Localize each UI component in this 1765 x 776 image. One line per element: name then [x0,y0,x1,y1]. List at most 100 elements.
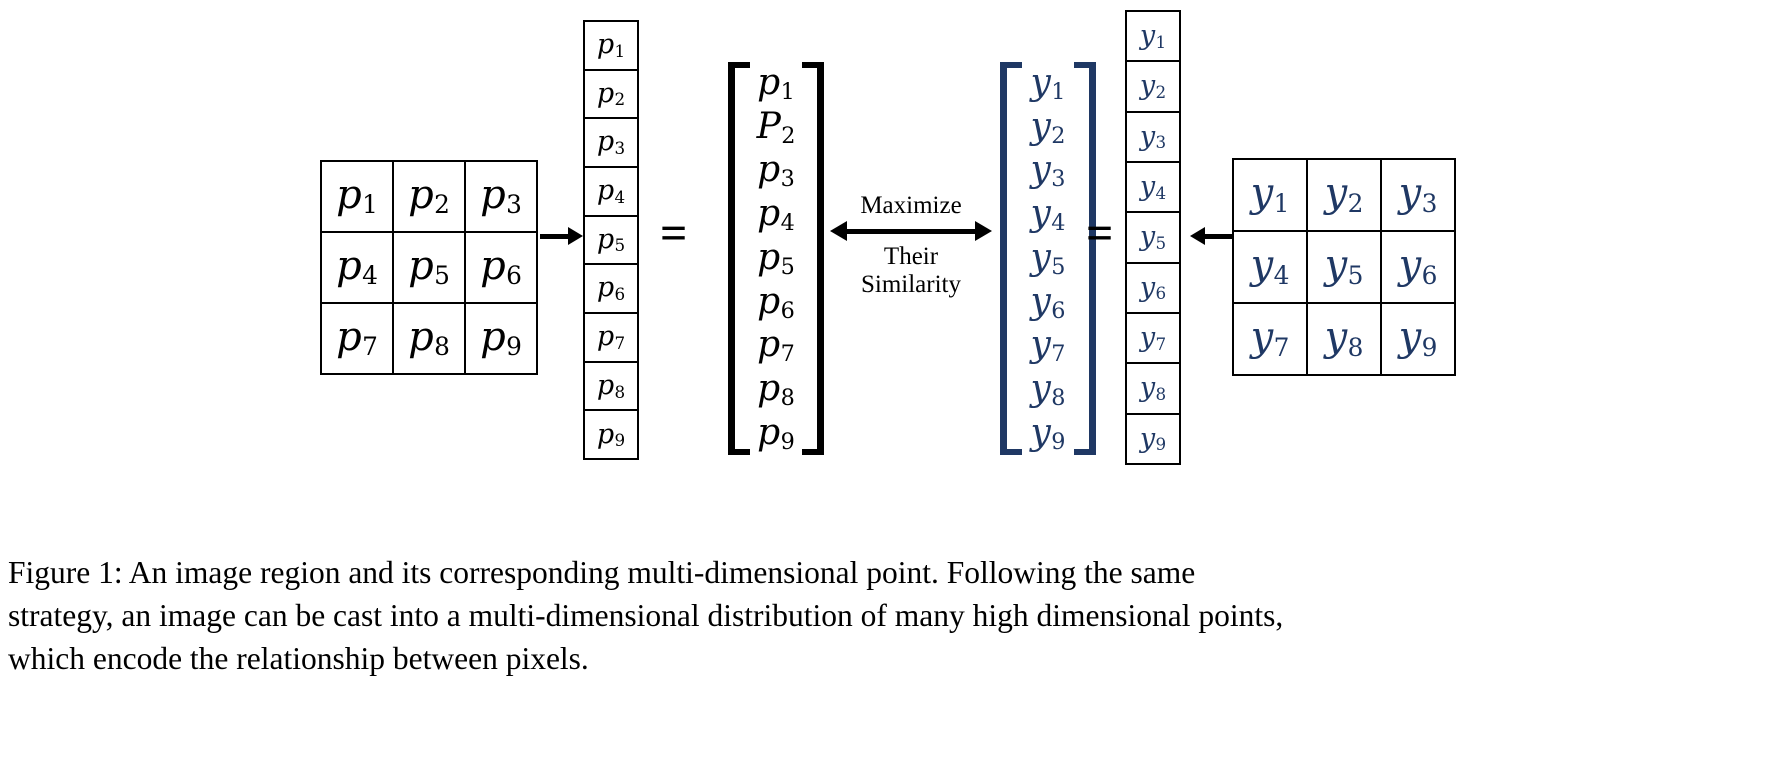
pixel-vector-entry: P2 [757,108,796,147]
output-grid-cell: y8 [1308,304,1380,374]
output-vector-entry: y5 [1031,239,1066,278]
caption-line-2: strategy, an image can be cast into a mu… [8,597,1284,633]
pixel-grid-label: p2 [408,171,450,220]
output-vector-entries: y1 y2 y3 y4 y5 y6 y7 y8 y9 [1022,62,1074,455]
pixel-grid-cell: p9 [466,304,536,373]
output-grid-cell: y9 [1382,304,1454,374]
caption-line-1: Figure 1: An image region and its corres… [8,555,1196,590]
right-bracket-icon [1074,62,1096,455]
pixel-vector-entry: p9 [757,414,795,453]
output-grid-label: y6 [1398,242,1438,290]
pixel-grid-label: p9 [480,313,522,362]
pixel-vector-entry: p7 [757,326,795,366]
output-vector-entry-label: y8 [1030,368,1066,411]
pixel-strip-cell: p6 [585,265,637,313]
output-vector-entry-label: y4 [1030,193,1066,237]
output-strip-label: y4 [1139,170,1167,203]
output-column-vector: y1 y2 y3 y4 y5 y6 y7 y8 y9 [1000,62,1096,455]
output-vector-entry: y6 [1031,283,1066,322]
output-vector-entry: y7 [1031,326,1066,366]
output-strip-cell: y8 [1127,364,1179,413]
arrow-head [1190,227,1205,245]
arrow-head [568,227,583,245]
output-grid-label: y1 [1250,170,1290,218]
output-vector-entry: y9 [1031,414,1066,453]
pixel-vector-entry: p4 [757,193,795,237]
pixel-strip-cell: p8 [585,362,637,410]
pixel-grid-label: p3 [480,171,522,220]
pixel-grid-cell: p4 [322,233,392,302]
output-grid-label: y3 [1398,170,1438,218]
output-strip-label: y8 [1139,372,1167,404]
pixel-strip-label: p1 [596,29,626,61]
pixel-vector-entry: p6 [757,283,795,322]
similarity-label-below-2: Similarity [861,271,961,298]
pixel-grid-cell: p2 [394,162,464,231]
pixel-vector-entry-label: p1 [757,62,795,105]
pixel-flatten-strip: p1 p2 p3 p4 p5 p6 p7 p8 p9 [583,20,639,460]
output-grid-label: y5 [1324,242,1364,290]
output-vector-entry: y2 [1031,108,1066,147]
output-vector-entry-label: y1 [1030,62,1066,105]
maximize-similarity-annotation: Maximize Their Similarity [828,192,994,299]
arrow-shaft [1205,233,1233,239]
pixel-grid-cell: p5 [394,233,464,302]
output-vector-entry: y3 [1031,151,1066,191]
output-grid-label: y9 [1398,314,1438,362]
pixel-vector-entry-label: p4 [757,193,795,237]
pixel-vector-entry-label: p9 [757,411,795,455]
output-strip-cell: y1 [1127,12,1179,61]
output-strip-cell: y6 [1127,263,1179,312]
output-strip-label: y3 [1139,120,1167,153]
pixel-strip-label: p3 [596,126,626,159]
arrow-head-left [830,221,847,241]
pixel-grid-cell: p8 [394,304,464,373]
output-grid-label: y8 [1324,314,1364,362]
right-bracket-icon [802,62,824,455]
output-vector-entry: y1 [1031,64,1066,103]
output-strip-label: y9 [1139,422,1167,455]
pixel-column-vector: p1 P2 p3 p4 p5 p6 p7 p8 p9 [728,62,824,455]
pixel-strip-label: p4 [596,175,626,207]
output-strip-cell: y3 [1127,112,1179,161]
pixel-strip-label: p7 [596,321,626,353]
pixel-grid-label: p4 [336,242,378,291]
pixel-grid-label: p5 [408,242,450,291]
pixel-grid-cell: p3 [466,162,536,231]
pixel-strip-cell: p2 [585,70,637,118]
grid-to-strip-arrow-icon [540,227,583,245]
pixel-vector-entry: p8 [757,370,795,409]
pixel-grid-cell: p1 [322,162,392,231]
output-strip-label: y1 [1139,19,1167,52]
output-flatten-strip: y1 y2 y3 y4 y5 y6 y7 y8 y9 [1125,10,1181,465]
output-grid-cell: y5 [1308,232,1380,302]
pixel-grid-label: p7 [336,313,378,362]
pixel-strip-cell: p7 [585,314,637,361]
output-grid-cell: y3 [1382,160,1454,230]
pixel-vector-entry: p1 [757,64,795,103]
pixel-strip-cell: p4 [585,168,637,215]
output-region-grid: y1 y2 y3 y4 y5 y6 y7 y8 y9 [1232,158,1456,376]
output-strip-cell: y7 [1127,313,1179,363]
pixel-vector-entry-label: p5 [757,236,795,280]
pixel-grid-label: p1 [336,171,378,220]
pixel-grid-label: p6 [480,242,522,291]
similarity-label-above: Maximize [860,192,962,219]
output-grid-cell: y4 [1234,232,1306,302]
pixel-vector-entry: p5 [757,239,795,278]
output-strip-label: y5 [1139,221,1167,253]
pixel-region-grid: p1 p2 p3 p4 p5 p6 p7 p8 p9 [320,160,538,375]
pixel-strip-label: p5 [596,223,626,256]
equals-sign-left: = [660,207,688,260]
pixel-strip-label: p8 [596,369,626,402]
output-vector-entry: y8 [1031,370,1066,409]
output-grid-cell: y6 [1382,232,1454,302]
figure-caption: Figure 1: An image region and its corres… [8,552,1756,680]
output-strip-label: y6 [1139,271,1167,304]
output-vector-entry-label: y2 [1030,105,1066,149]
pixel-vector-entry: p3 [757,151,795,191]
output-strip-cell: y9 [1127,414,1179,463]
similarity-label-below-1: Their [883,243,939,270]
pixel-strip-cell: p3 [585,119,637,167]
arrow-head-right [975,221,992,241]
